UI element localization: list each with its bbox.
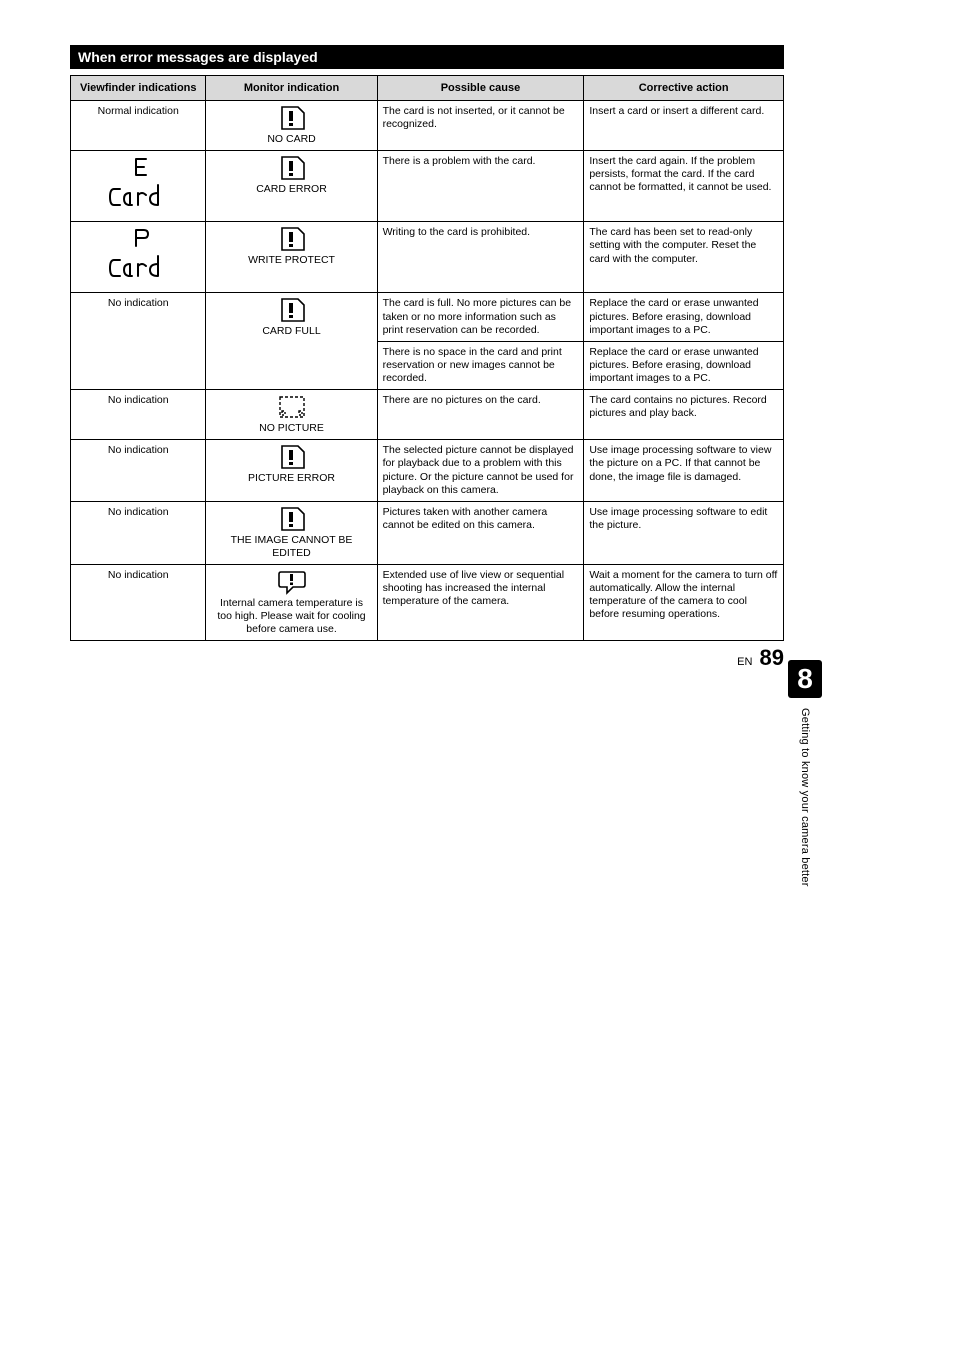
viewfinder-cell	[71, 151, 206, 222]
monitor-label: PICTURE ERROR	[248, 472, 335, 485]
monitor-label: CARD FULL	[262, 325, 320, 338]
cause-cell: Pictures taken with another camera canno…	[377, 501, 584, 564]
chapter-tab: 8 Getting to know your camera better	[788, 660, 822, 887]
action-cell: The card contains no pictures. Record pi…	[584, 390, 784, 440]
action-cell: Replace the card or erase unwanted pictu…	[584, 293, 784, 341]
table-row: No indication PICTURE ERROR The selected p…	[71, 440, 784, 502]
chapter-number: 8	[788, 660, 822, 698]
cause-cell: The card is not inserted, or it cannot b…	[377, 101, 584, 151]
action-cell: Use image processing software to view th…	[584, 440, 784, 502]
table-body: Normal indication NO CARD The card is not …	[71, 101, 784, 641]
vf-text: No indication	[108, 297, 169, 309]
table-row: No indication Internal camera temperature…	[71, 565, 784, 641]
viewfinder-cell: No indication	[71, 390, 206, 440]
monitor-cell: NO CARD	[206, 101, 377, 151]
col-cause: Possible cause	[377, 76, 584, 101]
action-cell: Insert a card or insert a different card…	[584, 101, 784, 151]
vf-text: No indication	[108, 569, 169, 581]
vf-text: No indication	[108, 506, 169, 518]
table-row: No indication THE IMAGE CANNOT BE EDITEDP…	[71, 501, 784, 564]
monitor-label: NO PICTURE	[259, 422, 324, 435]
table-row: No indication NO PICTURE There are no pict…	[71, 390, 784, 440]
warn-card-icon	[278, 105, 306, 131]
warn-speech-icon	[277, 569, 307, 595]
monitor-label: WRITE PROTECT	[248, 254, 335, 267]
dashed-card-icon	[277, 394, 307, 420]
seg-p-card-icon	[108, 226, 168, 284]
monitor-cell: CARD FULL	[206, 293, 377, 390]
viewfinder-cell: No indication	[71, 440, 206, 502]
col-action: Corrective action	[584, 76, 784, 101]
col-viewfinder: Viewfinder indications	[71, 76, 206, 101]
monitor-cell: PICTURE ERROR	[206, 440, 377, 502]
monitor-cell: CARD ERROR	[206, 151, 377, 222]
monitor-cell: Internal camera temperature is too high.…	[206, 565, 377, 641]
viewfinder-cell: No indication	[71, 293, 206, 390]
action-cell: Use image processing software to edit th…	[584, 501, 784, 564]
monitor-cell: NO PICTURE	[206, 390, 377, 440]
cause-cell: There is no space in the card and print …	[377, 341, 584, 389]
warn-card-icon	[278, 155, 306, 181]
vf-text: Normal indication	[98, 105, 179, 117]
viewfinder-cell: No indication	[71, 565, 206, 641]
table-row: No indication CARD FULL The card is full. …	[71, 293, 784, 341]
monitor-label: CARD ERROR	[256, 183, 327, 196]
cause-cell: The card is full. No more pictures can b…	[377, 293, 584, 341]
table-row: CARD ERROR There is a problem with the ca…	[71, 151, 784, 222]
warn-card-icon	[278, 297, 306, 323]
monitor-label: NO CARD	[267, 133, 315, 146]
warn-card-icon	[278, 444, 306, 470]
monitor-label: Internal camera temperature is too high.…	[211, 597, 371, 636]
cause-cell: The selected picture cannot be displayed…	[377, 440, 584, 502]
error-messages-table: Viewfinder indications Monitor indicatio…	[70, 75, 784, 641]
viewfinder-cell: Normal indication	[71, 101, 206, 151]
viewfinder-cell	[71, 222, 206, 293]
table-row: WRITE PROTECT Writing to the card is proh…	[71, 222, 784, 293]
monitor-cell: THE IMAGE CANNOT BE EDITED	[206, 501, 377, 564]
chapter-label: Getting to know your camera better	[799, 708, 811, 887]
action-cell: Wait a moment for the camera to turn off…	[584, 565, 784, 641]
col-monitor: Monitor indication	[206, 76, 377, 101]
monitor-cell: WRITE PROTECT	[206, 222, 377, 293]
page-footer: EN 89	[737, 645, 784, 671]
cause-cell: Writing to the card is prohibited.	[377, 222, 584, 293]
monitor-label: THE IMAGE CANNOT BE EDITED	[211, 534, 371, 560]
section-heading: When error messages are displayed	[70, 45, 784, 69]
viewfinder-cell: No indication	[71, 501, 206, 564]
cause-cell: Extended use of live view or sequential …	[377, 565, 584, 641]
cause-cell: There are no pictures on the card.	[377, 390, 584, 440]
cause-cell: There is a problem with the card.	[377, 151, 584, 222]
warn-card-icon	[278, 226, 306, 252]
seg-e-card-icon	[108, 155, 168, 213]
action-cell: The card has been set to read-only setti…	[584, 222, 784, 293]
footer-lang: EN	[737, 656, 752, 668]
vf-text: No indication	[108, 444, 169, 456]
vf-text: No indication	[108, 394, 169, 406]
action-cell: Insert the card again. If the problem pe…	[584, 151, 784, 222]
table-row: Normal indication NO CARD The card is not …	[71, 101, 784, 151]
warn-card-icon	[278, 506, 306, 532]
action-cell: Replace the card or erase unwanted pictu…	[584, 341, 784, 389]
footer-page-number: 89	[760, 645, 784, 670]
